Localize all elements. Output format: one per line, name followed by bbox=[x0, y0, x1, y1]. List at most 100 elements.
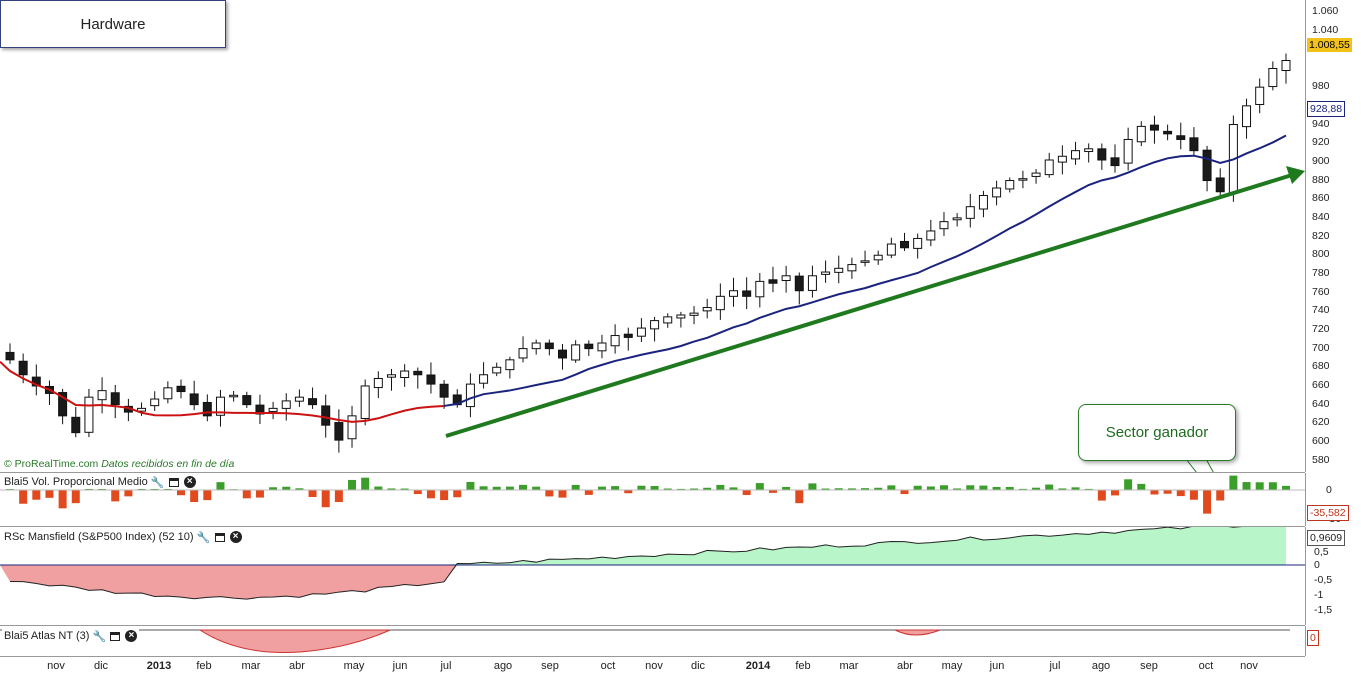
price-axis[interactable]: 1.0601.0401.0209809609409209008808608408… bbox=[1305, 0, 1361, 472]
volume-bar bbox=[348, 479, 357, 490]
candle-body bbox=[518, 348, 528, 359]
volume-chart[interactable] bbox=[0, 473, 1305, 526]
time-axis-label: nov bbox=[1240, 660, 1258, 672]
candle-body bbox=[373, 377, 383, 389]
price-tick: 740 bbox=[1312, 304, 1330, 317]
volume-bar bbox=[808, 483, 817, 490]
volume-bar bbox=[1242, 482, 1251, 490]
volume-bar bbox=[1032, 487, 1041, 490]
volume-bar bbox=[387, 488, 396, 490]
volume-bar bbox=[479, 486, 488, 490]
price-chart[interactable] bbox=[0, 0, 1305, 472]
volume-bar bbox=[663, 488, 672, 490]
time-axis-label: 2013 bbox=[146, 660, 172, 672]
candle-body bbox=[1202, 149, 1212, 182]
price-tick: 900 bbox=[1312, 154, 1330, 167]
volume-bar bbox=[847, 488, 856, 490]
candle-body bbox=[676, 314, 686, 319]
candle-body bbox=[163, 387, 173, 400]
candle-body bbox=[1176, 135, 1186, 140]
volume-bar bbox=[1229, 475, 1238, 490]
candle-body bbox=[729, 290, 739, 297]
candle-body bbox=[58, 392, 68, 417]
candle-body bbox=[31, 376, 41, 387]
volume-bar bbox=[558, 490, 567, 498]
last-price-label: 1.008,55 bbox=[1307, 38, 1352, 52]
chart-title: Hardware bbox=[0, 0, 226, 48]
volume-bar bbox=[1005, 486, 1014, 490]
atlas-chart[interactable] bbox=[0, 626, 1305, 656]
time-axis[interactable]: nov dic 2013 feb mar abr may jun jul ago sep oct nov… bbox=[0, 656, 1305, 674]
moving-average-blue bbox=[443, 134, 1287, 407]
volume-bar bbox=[453, 490, 462, 498]
trend-arrow-head bbox=[1286, 166, 1305, 184]
volume-bar bbox=[795, 490, 804, 504]
candle-body bbox=[150, 398, 160, 407]
volume-bar bbox=[177, 490, 186, 496]
volume-panel[interactable]: Blai5 Vol. Proporcional Medio 🔧 × bbox=[0, 473, 1305, 527]
window-icon[interactable] bbox=[168, 476, 180, 488]
volume-bar bbox=[1110, 490, 1119, 496]
volume-bar bbox=[584, 490, 593, 495]
candle-body bbox=[202, 401, 212, 417]
window-icon[interactable] bbox=[214, 531, 226, 543]
volume-bar bbox=[782, 486, 791, 490]
candle-body bbox=[1268, 67, 1278, 88]
volume-bar bbox=[887, 485, 896, 490]
time-axis-label: nov bbox=[645, 660, 663, 672]
wrench-icon[interactable]: 🔧 bbox=[92, 630, 107, 643]
volume-bar bbox=[1216, 490, 1225, 501]
candle-body bbox=[360, 385, 370, 420]
rsc-tick: 0 bbox=[1314, 559, 1320, 571]
candle-body bbox=[571, 344, 581, 361]
volume-bar bbox=[821, 488, 830, 490]
volume-bar bbox=[466, 481, 475, 490]
volume-bar bbox=[979, 485, 988, 490]
close-icon[interactable]: × bbox=[229, 531, 242, 543]
time-axis-label: ago bbox=[493, 660, 513, 672]
candle-body bbox=[1242, 105, 1252, 128]
rsc-panel[interactable]: RSc Mansfield (S&P500 Index) (52 10) 🔧 × bbox=[0, 527, 1305, 626]
wrench-icon[interactable]: 🔧 bbox=[196, 531, 211, 544]
candle-body bbox=[584, 343, 594, 350]
close-icon[interactable]: × bbox=[183, 476, 196, 488]
candle-body bbox=[636, 327, 646, 337]
volume-bar bbox=[308, 490, 317, 498]
time-axis-label: sep bbox=[541, 660, 559, 672]
candle-body bbox=[1031, 172, 1041, 177]
wrench-icon[interactable]: 🔧 bbox=[150, 476, 165, 489]
candle-body bbox=[860, 260, 870, 263]
candle-body bbox=[1136, 125, 1146, 143]
volume-bar bbox=[1268, 482, 1277, 490]
candle-body bbox=[886, 243, 896, 256]
candle-body bbox=[1018, 178, 1028, 181]
volume-tick: 0 bbox=[1326, 484, 1332, 496]
time-axis-label: may bbox=[941, 660, 963, 672]
source-note: Datos recibidos en fin de día bbox=[101, 458, 235, 470]
volume-bar bbox=[690, 488, 699, 490]
volume-bar bbox=[571, 484, 580, 490]
volume-bar bbox=[282, 486, 291, 490]
time-axis-label: may bbox=[343, 660, 365, 672]
volume-bar bbox=[676, 488, 685, 490]
price-panel[interactable]: Hardware © ProRealTime.com Datos recibid… bbox=[0, 0, 1305, 473]
rsc-positive-area bbox=[0, 527, 1286, 565]
window-icon[interactable] bbox=[109, 630, 121, 642]
price-tick: 920 bbox=[1312, 136, 1330, 149]
candle-body bbox=[610, 335, 620, 347]
volume-bar bbox=[1045, 484, 1054, 490]
atlas-panel[interactable]: Blai5 Atlas NT (3) 🔧 × bbox=[0, 626, 1305, 657]
volume-bar bbox=[1124, 479, 1133, 490]
candle-body bbox=[1123, 138, 1133, 164]
price-tick: 860 bbox=[1312, 192, 1330, 205]
volume-bar bbox=[242, 490, 251, 499]
price-tick: 1.060 bbox=[1312, 5, 1339, 18]
time-axis-label: ago bbox=[1091, 660, 1111, 672]
candle-body bbox=[1110, 157, 1120, 167]
volume-bar bbox=[1150, 490, 1159, 495]
rsc-chart[interactable] bbox=[0, 527, 1305, 625]
candle-body bbox=[557, 349, 567, 359]
volume-bar bbox=[361, 477, 370, 490]
time-axis-label: nov bbox=[47, 660, 65, 672]
close-icon[interactable]: × bbox=[125, 630, 138, 642]
